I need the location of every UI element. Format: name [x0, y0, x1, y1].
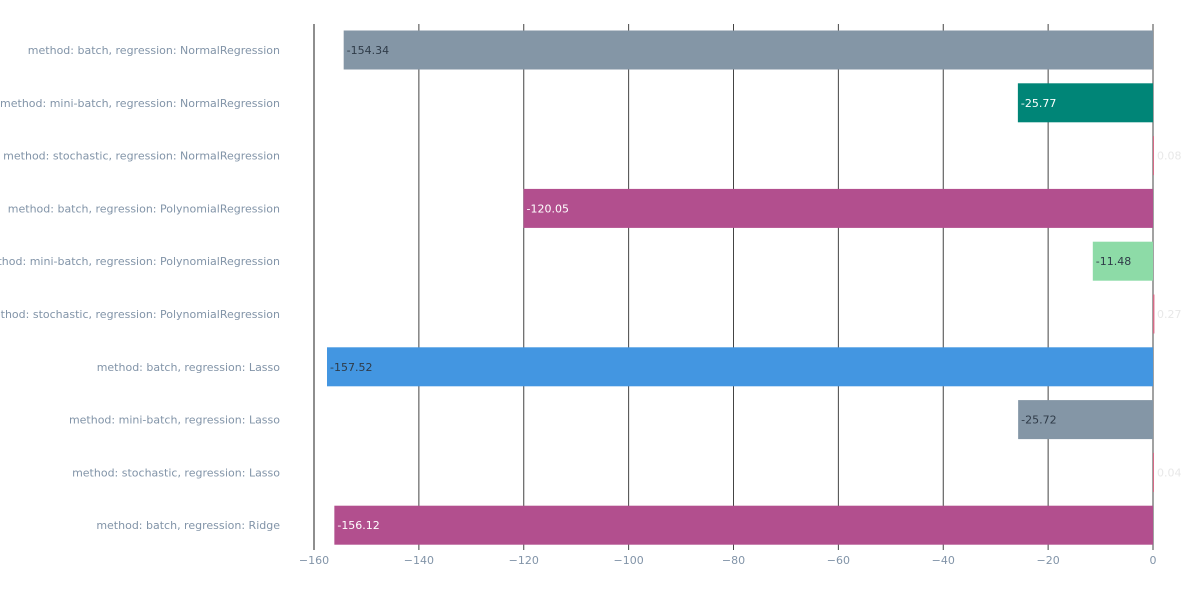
category-label: method: batch, regression: PolynomialReg…	[8, 202, 280, 215]
bars	[327, 30, 1155, 545]
category-label: method: stochastic, regression: Polynomi…	[0, 308, 280, 321]
value-label: 0.04	[1157, 466, 1182, 479]
value-label: -120.05	[526, 202, 568, 215]
category-label: method: mini-batch, regression: Lasso	[69, 414, 280, 427]
x-tick-label: −100	[614, 554, 644, 567]
category-label: method: stochastic, regression: Lasso	[72, 466, 280, 479]
bar	[1153, 452, 1154, 492]
value-label: 0.08	[1157, 150, 1182, 163]
x-tick-label: −80	[722, 554, 745, 567]
value-label: -25.77	[1021, 97, 1056, 110]
value-label: -154.34	[347, 44, 389, 57]
x-tick-label: −20	[1037, 554, 1060, 567]
value-label: -156.12	[337, 519, 379, 532]
value-label: -157.52	[330, 361, 372, 374]
value-label: 0.27	[1157, 308, 1182, 321]
gridlines	[313, 24, 1154, 550]
category-label: method: batch, regression: NormalRegress…	[28, 44, 280, 57]
category-label: method: batch, regression: Ridge	[96, 519, 280, 532]
value-label: -25.72	[1021, 414, 1056, 427]
bar	[1153, 136, 1154, 176]
value-labels: -154.34 -25.77 0.08 -120.05 -11.48 0.27 -157.5…	[330, 44, 1181, 532]
x-tick-label: −60	[827, 554, 850, 567]
category-label: method: mini-batch, regression: Polynomi…	[0, 255, 280, 268]
bar	[343, 30, 1153, 70]
bar	[1018, 400, 1153, 440]
x-tick-labels: −160 −140 −120 −100 −80 −60 −40 −20 0	[299, 554, 1157, 567]
bar	[523, 188, 1153, 228]
bar	[327, 347, 1153, 387]
bar	[1153, 294, 1155, 334]
bar	[1092, 241, 1153, 281]
category-labels: method: batch, regression: NormalRegress…	[0, 44, 280, 532]
value-label: -11.48	[1096, 255, 1131, 268]
x-tick-label: −120	[509, 554, 539, 567]
category-label: method: batch, regression: Lasso	[97, 361, 281, 374]
bar	[334, 505, 1153, 545]
x-tick-label: 0	[1150, 554, 1157, 567]
category-label: method: stochastic, regression: NormalRe…	[3, 150, 280, 163]
x-tick-label: −40	[932, 554, 955, 567]
x-tick-label: −160	[299, 554, 329, 567]
bar	[1017, 83, 1153, 123]
category-label: method: mini-batch, regression: NormalRe…	[0, 97, 280, 110]
x-tick-label: −140	[404, 554, 434, 567]
